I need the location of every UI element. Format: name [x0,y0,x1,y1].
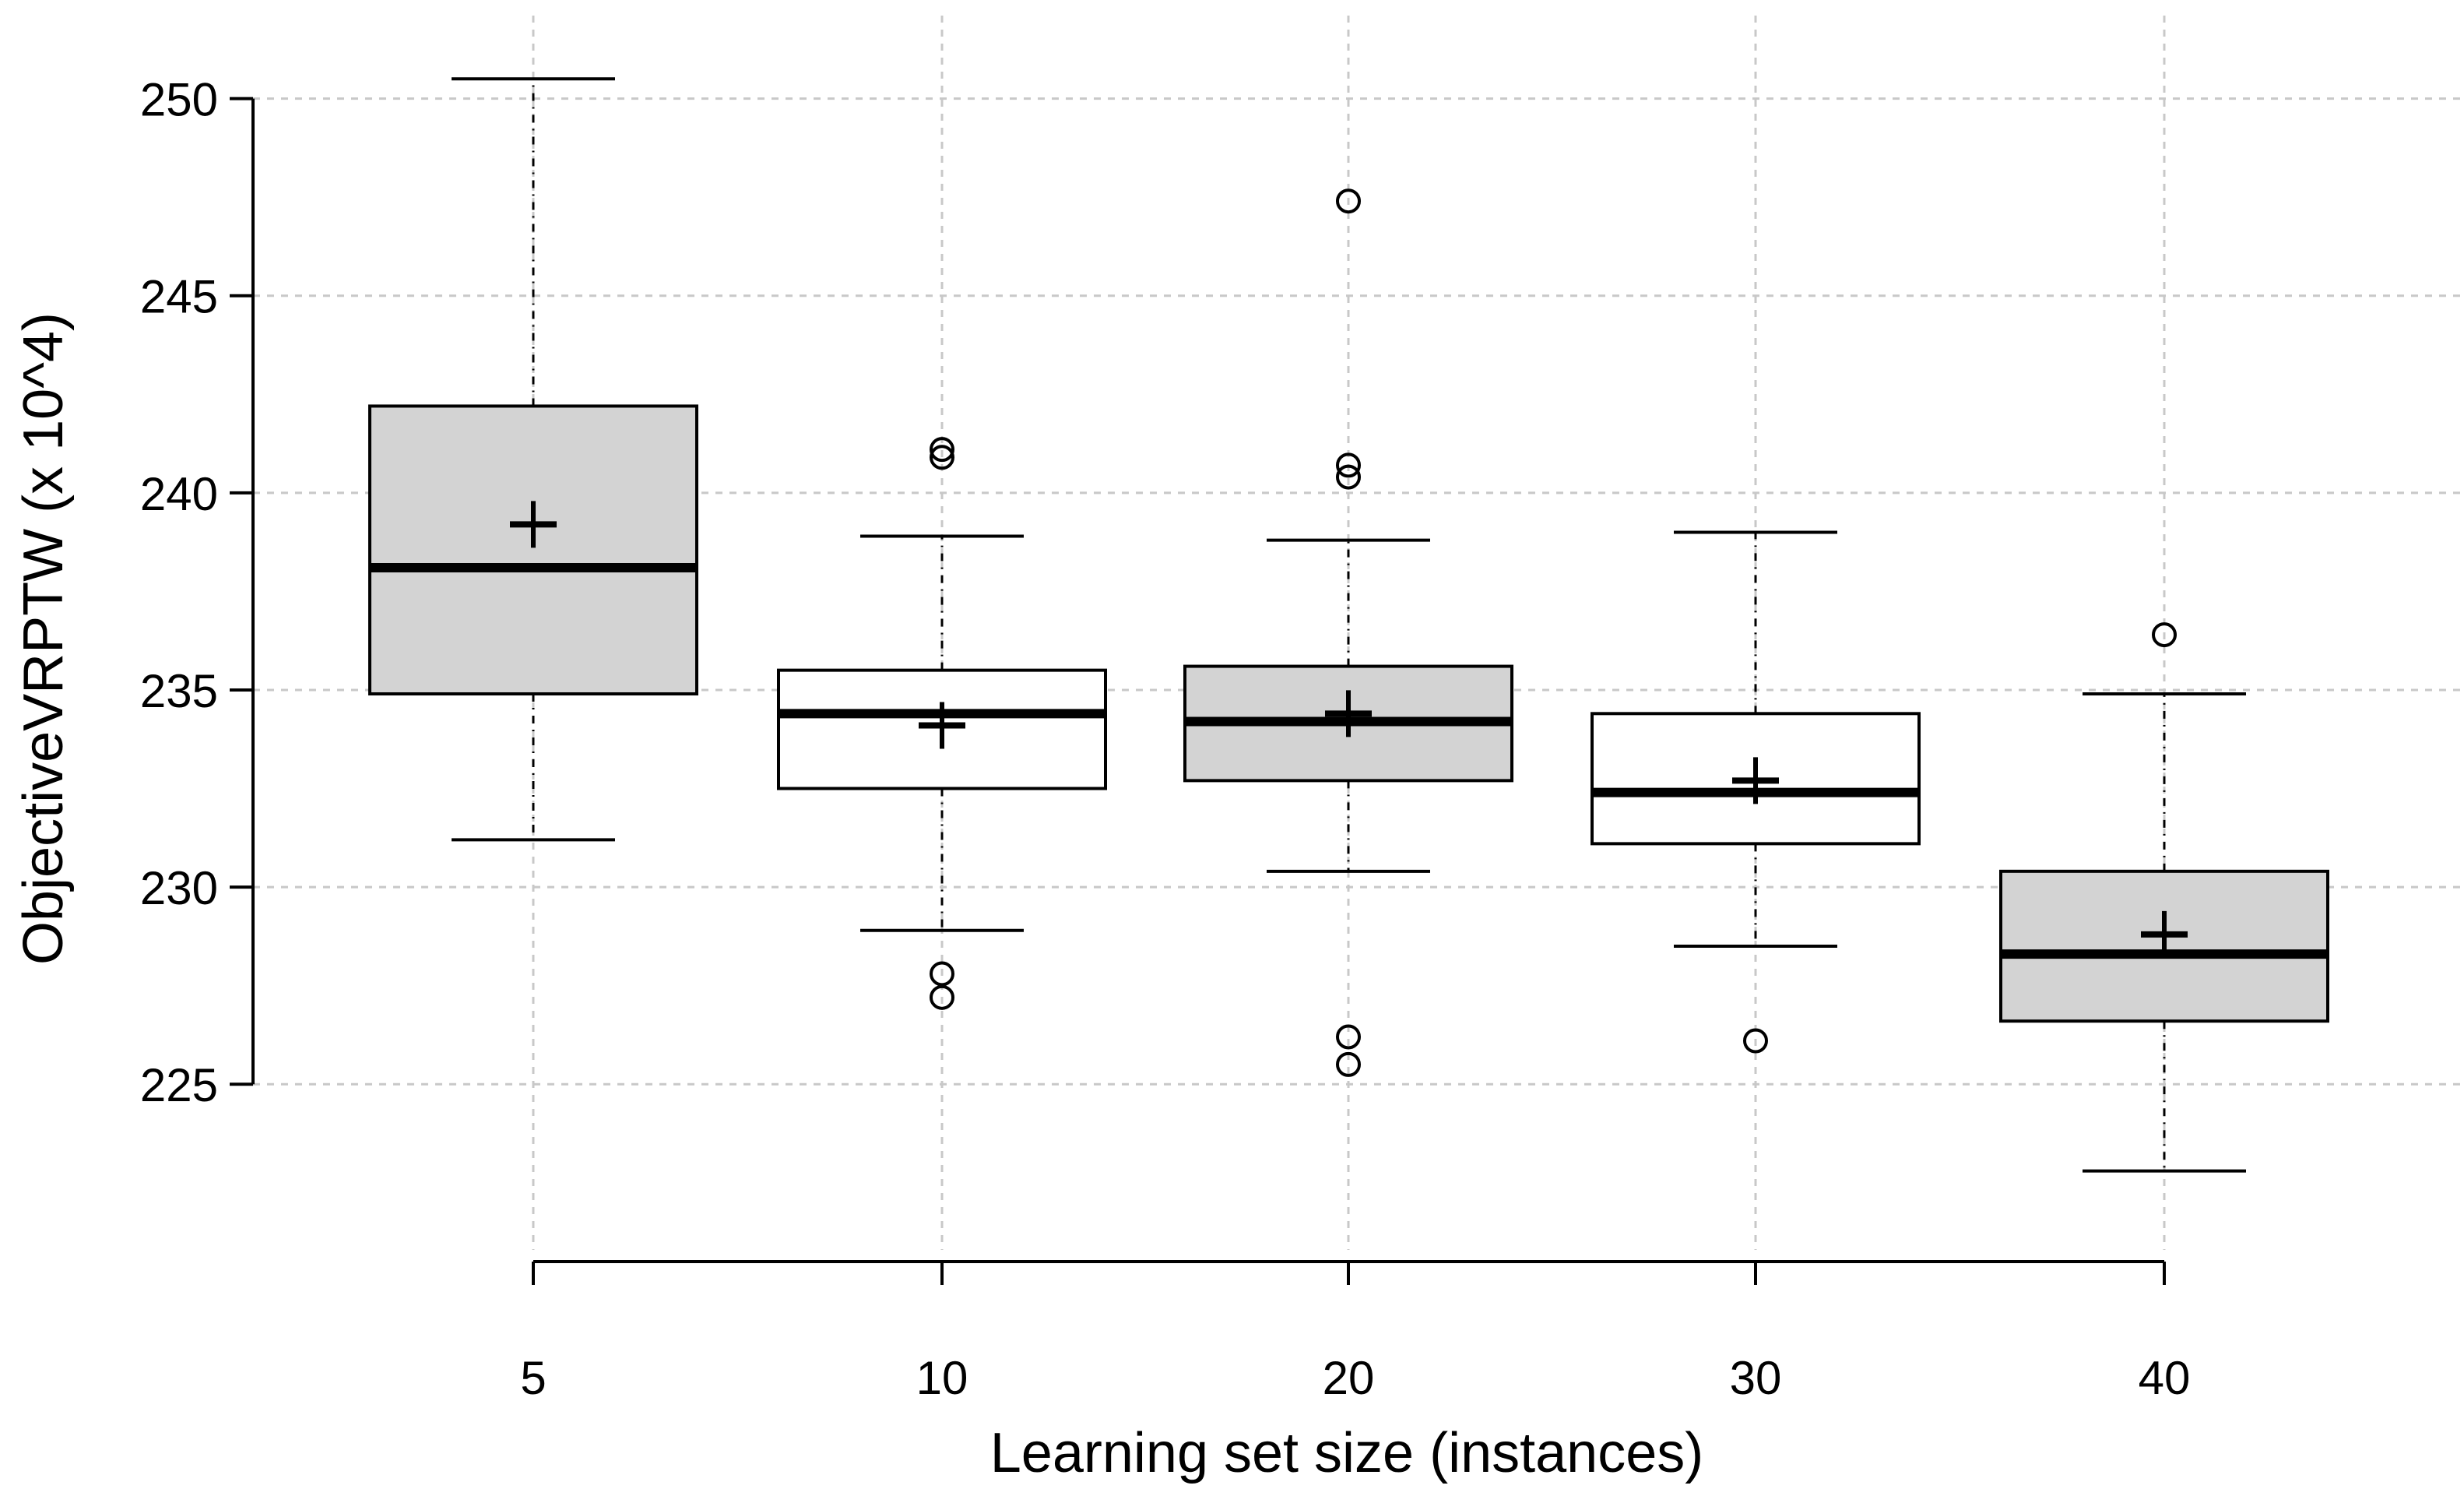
x-tick-label: 20 [1323,1352,1375,1404]
x-tick-label: 30 [1730,1352,1782,1404]
box-group-20 [1183,188,1513,1077]
x-tick-label: 5 [520,1352,546,1404]
boxes [368,77,2329,1173]
outlier-point [1336,464,1361,490]
y-tick-label: 250 [140,74,218,126]
box-group-10 [777,437,1107,1010]
box-iqr [368,404,698,695]
outlier-point [930,961,954,987]
box-group-40 [1999,622,2329,1173]
x-tick-label: 10 [916,1352,968,1404]
axes: 225 230 235 240 245 250 5 10 20 30 40 [140,74,2190,1404]
outlier-point [1336,1051,1361,1077]
box-group-30 [1591,530,1921,1054]
outlier-point [2152,622,2177,648]
x-axis-title: Learning set size (instances) [990,1422,1703,1484]
y-tick-label: 240 [140,468,218,520]
outlier-point [1336,1024,1361,1050]
x-tick-label: 40 [2139,1352,2191,1404]
outlier-point [930,984,954,1010]
outlier-point [930,445,954,470]
outlier-point [1336,452,1361,478]
y-tick-label: 225 [140,1059,218,1111]
box-group-5 [368,77,698,842]
y-tick-label: 245 [140,271,218,323]
y-tick-label: 235 [140,665,218,717]
y-tick-label: 230 [140,862,218,914]
y-axis-title: ObjectiveVRPTW (x 10^4) [12,312,75,965]
outlier-point [1743,1028,1768,1054]
outlier-point [930,437,954,463]
outlier-point [1336,188,1361,214]
